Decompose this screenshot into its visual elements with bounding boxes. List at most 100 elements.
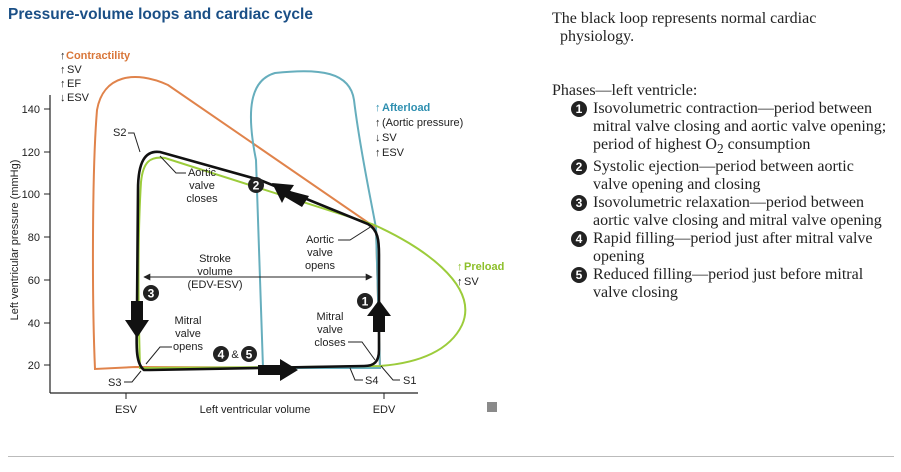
svg-text:valve: valve [175, 328, 201, 340]
y-tick-140: 140 [22, 104, 40, 116]
y-tick-80: 80 [28, 232, 40, 244]
y-tick-20: 20 [28, 360, 40, 372]
arrow-upleft-icon [272, 183, 309, 207]
svg-text:Aortic: Aortic [306, 234, 335, 246]
afterload-line-sv: SV [382, 132, 397, 144]
contractility-line-sv: SV [67, 64, 82, 76]
phase-item-5: 5 Reduced filling—period just before mit… [552, 266, 892, 302]
svg-text:Stroke: Stroke [199, 253, 231, 265]
mitral-opens-leader [145, 346, 172, 365]
aortic-closes-label: Aortic valve closes [186, 167, 218, 205]
explanation-panel: The black loop represents normal cardiac… [552, 10, 892, 302]
svg-text:closes: closes [186, 193, 218, 205]
contractility-line-esv: ESV [67, 92, 90, 104]
svg-text:(EDV-ESV): (EDV-ESV) [187, 279, 242, 291]
phase-number-badge: 5 [571, 267, 587, 284]
svg-text:valve: valve [317, 324, 343, 336]
arrow-up-icon [367, 300, 391, 332]
contractility-down-icon: ↓ [60, 92, 66, 104]
contractility-arrow-icon: ↑ [60, 50, 66, 62]
afterload-up-icon: ↑ [375, 117, 381, 129]
afterload-up-icon: ↑ [375, 147, 381, 159]
s3-label: S3 [108, 377, 121, 389]
svg-text:5: 5 [246, 348, 253, 362]
y-tick-40: 40 [28, 318, 40, 330]
contractility-title: Contractility [66, 50, 131, 62]
arrow-down-icon [125, 301, 149, 338]
svg-text:closes: closes [314, 337, 346, 349]
svg-text:Mitral: Mitral [175, 315, 202, 327]
contractility-up-icon: ↑ [60, 78, 66, 90]
y-tick-60: 60 [28, 275, 40, 287]
preload-legend: ↑ Preload ↑ SV [457, 261, 504, 288]
preload-arrow-icon: ↑ [457, 261, 463, 273]
phase-marker-1: 1 [357, 293, 373, 309]
preload-title: Preload [464, 261, 504, 273]
s2-leader [128, 132, 141, 153]
preload-line-sv: SV [464, 276, 479, 288]
svg-text:opens: opens [305, 260, 335, 272]
intro-text: The black loop represents normal cardiac… [552, 10, 817, 45]
y-axis-label: Left ventricular pressure (mmHg) [9, 160, 21, 321]
s2-label: S2 [113, 127, 126, 139]
svg-text:Aortic: Aortic [188, 167, 217, 179]
s1-label: S1 [403, 375, 416, 387]
x-axis-label: Left ventricular volume [200, 404, 311, 416]
phase-marker-2: 2 [248, 177, 264, 193]
phase-number-badge: 2 [571, 159, 587, 176]
s4-label: S4 [365, 375, 378, 387]
phase-item-1: 1 Isovolumetric contraction—period betwe… [552, 100, 892, 158]
corner-badge-icon [487, 402, 497, 412]
mitral-opens-label: Mitral valve opens [173, 315, 203, 353]
aortic-closes-leader [159, 155, 186, 174]
afterload-legend: ↑ Afterload ↑ (Aortic pressure) ↓ SV ↑ E… [375, 102, 463, 159]
phase-marker-3: 3 [143, 285, 159, 301]
svg-text:3: 3 [148, 287, 155, 301]
svg-text:valve: valve [189, 180, 215, 192]
s1-leader [380, 365, 400, 381]
x-tick-esv: ESV [115, 404, 138, 416]
phase-item-2: 2 Systolic ejection—period between aorti… [552, 158, 892, 194]
s3-leader [124, 370, 142, 383]
phase-item-4: 4 Rapid filling—period just after mitral… [552, 230, 892, 266]
phase-number-badge: 3 [571, 195, 587, 212]
phase-amp: & [231, 349, 239, 361]
svg-text:opens: opens [173, 341, 203, 353]
contractility-line-ef: EF [67, 78, 81, 90]
contractility-legend: ↑ Contractility ↑ SV ↑ EF ↓ ESV [60, 50, 131, 104]
afterload-line-esv: ESV [382, 147, 405, 159]
mitral-closes-label: Mitral valve closes [314, 311, 346, 349]
svg-text:volume: volume [197, 266, 232, 278]
y-ticks: 140 120 100 80 60 40 20 [22, 104, 50, 372]
y-tick-120: 120 [22, 147, 40, 159]
afterload-down-icon: ↓ [375, 132, 381, 144]
stroke-volume-label: Stroke volume (EDV-ESV) [187, 253, 242, 291]
x-tick-edv: EDV [373, 404, 396, 416]
phase-item-3: 3 Isovolumetric relaxation—period betwee… [552, 194, 892, 230]
aortic-opens-label: Aortic valve opens [305, 234, 335, 272]
afterload-loop [249, 70, 382, 369]
afterload-title: Afterload [382, 102, 430, 114]
pv-loop-diagram: 140 120 100 80 60 40 20 ESV EDV Left ven… [9, 50, 504, 416]
s4-leader [349, 367, 363, 381]
afterload-arrow-icon: ↑ [375, 102, 381, 114]
contractility-up-icon: ↑ [60, 64, 66, 76]
svg-text:4: 4 [218, 348, 225, 362]
phase-marker-4: 4 [213, 346, 229, 362]
svg-text:1: 1 [362, 295, 369, 309]
mitral-closes-leader [348, 341, 376, 361]
phase-number-badge: 1 [571, 101, 587, 117]
svg-text:2: 2 [253, 179, 260, 193]
phase-marker-5: 5 [241, 346, 257, 362]
flow-arrows [125, 183, 391, 381]
bottom-divider [8, 456, 894, 457]
page-title: Pressure-volume loops and cardiac cycle [8, 6, 313, 23]
preload-up-icon: ↑ [457, 276, 463, 288]
svg-text:valve: valve [307, 247, 333, 259]
afterload-line-aortic: (Aortic pressure) [382, 117, 463, 129]
phase-number-badge: 4 [571, 231, 587, 248]
contractility-loop [91, 76, 382, 371]
arrow-right-icon [258, 359, 298, 381]
svg-text:Mitral: Mitral [317, 311, 344, 323]
aortic-opens-leader [338, 225, 373, 241]
